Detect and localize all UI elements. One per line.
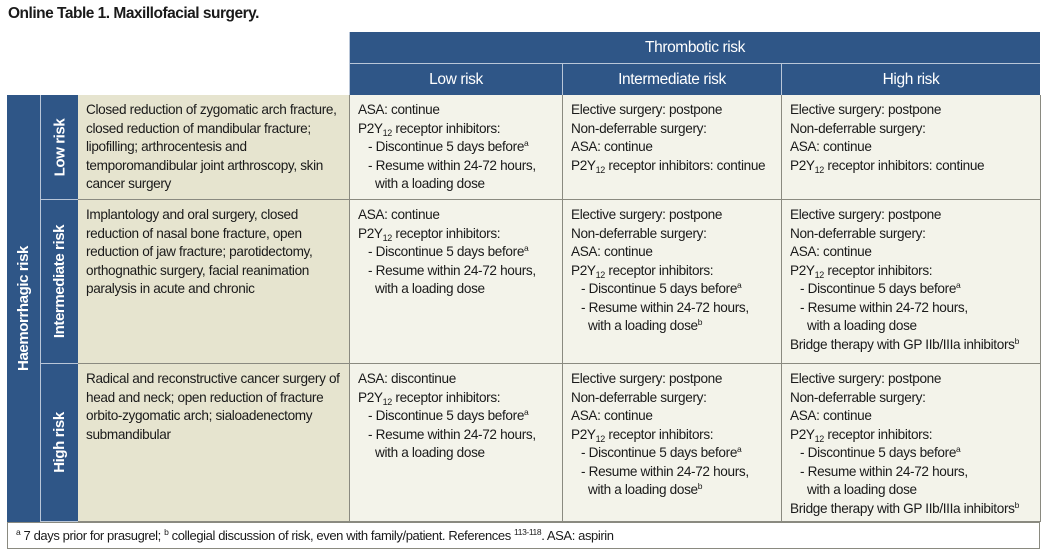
text-line: Radical and reconstructive cancer surger…	[86, 371, 340, 386]
text-line: - Resume within 24-72 hours,	[581, 299, 749, 315]
text-line: submandibular	[86, 426, 171, 442]
row-label-intermediate: Intermediate risk	[40, 200, 78, 364]
haemorrhagic-risk-header: Haemorrhagic risk	[7, 95, 40, 522]
text-line: - Resume within 24-72 hours,	[800, 299, 968, 315]
text-line: ASA: continue	[571, 244, 653, 259]
text-line: lipofilling; arthrocentesis and	[86, 139, 247, 154]
text-line: Non-deferrable surgery:	[790, 389, 926, 405]
text-line: ASA: continue	[790, 244, 872, 259]
cell-low-bleeding-low-thrombotic: ASA: continue P2Y12 receptor inhibitors: -…	[349, 95, 562, 200]
column-header-low: Low risk	[349, 64, 562, 95]
text-line: temporomandibular joint arthroscopy, ski…	[86, 157, 324, 173]
text-line: orthognathic surgery, facial reanimation	[86, 262, 310, 278]
text-line: - Resume within 24-72 hours,	[368, 262, 536, 278]
text-line: ASA: continue	[358, 102, 440, 117]
text-line: Bridge therapy with GP IIb/IIIa inhibito…	[790, 335, 1019, 352]
thrombotic-risk-label: Thrombotic risk	[645, 38, 745, 56]
text-line: Implantology and oral surgery, closed	[86, 207, 298, 222]
text-line: P2Y12 receptor inhibitors:	[790, 426, 933, 444]
row-label-low: Low risk	[40, 95, 78, 200]
text-line: ASA: continue	[358, 207, 440, 222]
text-line: P2Y12 receptor inhibitors: continue	[790, 157, 985, 175]
column-header-intermediate: Intermediate risk	[562, 64, 781, 95]
text-line: - Discontinue 5 days beforea	[800, 444, 961, 460]
footnote: a 7 days prior for prasugrel; b collegia…	[7, 522, 1040, 549]
text-line: closed reduction of mandibular fracture;	[86, 120, 311, 136]
text-line: Elective surgery: postpone	[571, 207, 723, 222]
text-line: - Resume within 24-72 hours,	[800, 463, 968, 479]
text-line: Non-deferrable surgery:	[790, 120, 926, 136]
text-line: - Discontinue 5 days beforea	[581, 280, 742, 296]
text-line: - Discontinue 5 days beforea	[368, 407, 529, 423]
text-line: Elective surgery: postpone	[571, 102, 723, 117]
text-line: Elective surgery: postpone	[790, 102, 942, 117]
text-line: with a loading doseb	[588, 317, 703, 333]
text-line: ASA: continue	[571, 139, 653, 154]
cell-intermediate-bleeding-intermediate-thrombotic: Elective surgery: postpone Non-deferrable…	[562, 200, 781, 364]
text-line: Elective surgery: postpone	[790, 371, 942, 386]
text-line: reduction of jaw fracture; parotidectomy…	[86, 244, 313, 259]
text-line: Non-deferrable surgery:	[571, 225, 707, 241]
text-line: - Resume within 24-72 hours,	[368, 157, 536, 173]
thrombotic-risk-header: Thrombotic risk	[349, 32, 1040, 64]
text-line: Elective surgery: postpone	[790, 207, 942, 222]
text-line: P2Y12 receptor inhibitors:	[571, 262, 714, 280]
cell-high-bleeding-low-thrombotic: ASA: discontinue P2Y12 receptor inhibitor…	[349, 364, 562, 522]
text-line: orbito-zygomatic arch; sialoadenectomy	[86, 408, 313, 423]
text-line: Bridge therapy with GP IIb/IIIa inhibito…	[790, 499, 1019, 516]
cell-high-bleeding-intermediate-thrombotic: Elective surgery: postpone Non-deferrable…	[562, 364, 781, 522]
text-line: ASA: continue	[571, 408, 653, 423]
text-line: head and neck; open reduction of fractur…	[86, 389, 324, 405]
cell-low-bleeding-intermediate-thrombotic: Elective surgery: postpone Non-deferrable…	[562, 95, 781, 200]
text-line: with a loading dose	[375, 176, 485, 191]
cell-high-bleeding-high-thrombotic: Elective surgery: postpone Non-deferrable…	[781, 364, 1041, 522]
text-line: Elective surgery: postpone	[571, 371, 723, 386]
text-line: P2Y12 receptor inhibitors:	[358, 120, 501, 138]
text-line: reduction of nasal bone fracture, open	[86, 225, 302, 241]
text-line: - Discontinue 5 days beforea	[581, 444, 742, 460]
text-line: - Discontinue 5 days beforea	[368, 243, 529, 259]
row-label-high: High risk	[40, 364, 78, 522]
text-line: with a loading doseb	[588, 481, 703, 497]
text-line: with a loading dose	[807, 482, 917, 497]
cell-intermediate-bleeding-high-thrombotic: Elective surgery: postpone Non-deferrable…	[781, 200, 1041, 364]
text-line: - Discontinue 5 days beforea	[368, 138, 529, 154]
procedures-low: Closed reduction of zygomatic arch fract…	[78, 95, 349, 200]
procedures-high: Radical and reconstructive cancer surger…	[78, 364, 349, 522]
text-line: - Resume within 24-72 hours,	[368, 426, 536, 442]
text-line: ASA: discontinue	[358, 371, 456, 386]
text-line: ASA: continue	[790, 139, 872, 154]
text-line: Non-deferrable surgery:	[571, 389, 707, 405]
text-line: Non-deferrable surgery:	[571, 120, 707, 136]
text-line: - Discontinue 5 days beforea	[800, 280, 961, 296]
text-line: P2Y12 receptor inhibitors:	[571, 426, 714, 444]
text-line: P2Y12 receptor inhibitors: continue	[571, 157, 766, 175]
text-line: with a loading dose	[375, 281, 485, 296]
table-title: Online Table 1. Maxillofacial surgery.	[8, 5, 259, 22]
text-line: P2Y12 receptor inhibitors:	[790, 262, 933, 280]
text-line: paralysis in acute and chronic	[86, 281, 255, 296]
column-header-high: High risk	[781, 64, 1040, 95]
cell-intermediate-bleeding-low-thrombotic: ASA: continue P2Y12 receptor inhibitors: -…	[349, 200, 562, 364]
cell-low-bleeding-high-thrombotic: Elective surgery: postpone Non-deferrable…	[781, 95, 1041, 200]
text-line: - Resume within 24-72 hours,	[581, 463, 749, 479]
text-line: Closed reduction of zygomatic arch fract…	[86, 102, 337, 117]
text-line: with a loading dose	[375, 445, 485, 460]
text-line: P2Y12 receptor inhibitors:	[358, 225, 501, 243]
text-line: Non-deferrable surgery:	[790, 225, 926, 241]
procedures-intermediate: Implantology and oral surgery, closed red…	[78, 200, 349, 364]
text-line: P2Y12 receptor inhibitors:	[358, 389, 501, 407]
text-line: with a loading dose	[807, 318, 917, 333]
text-line: ASA: continue	[790, 408, 872, 423]
text-line: cancer surgery	[86, 176, 172, 191]
